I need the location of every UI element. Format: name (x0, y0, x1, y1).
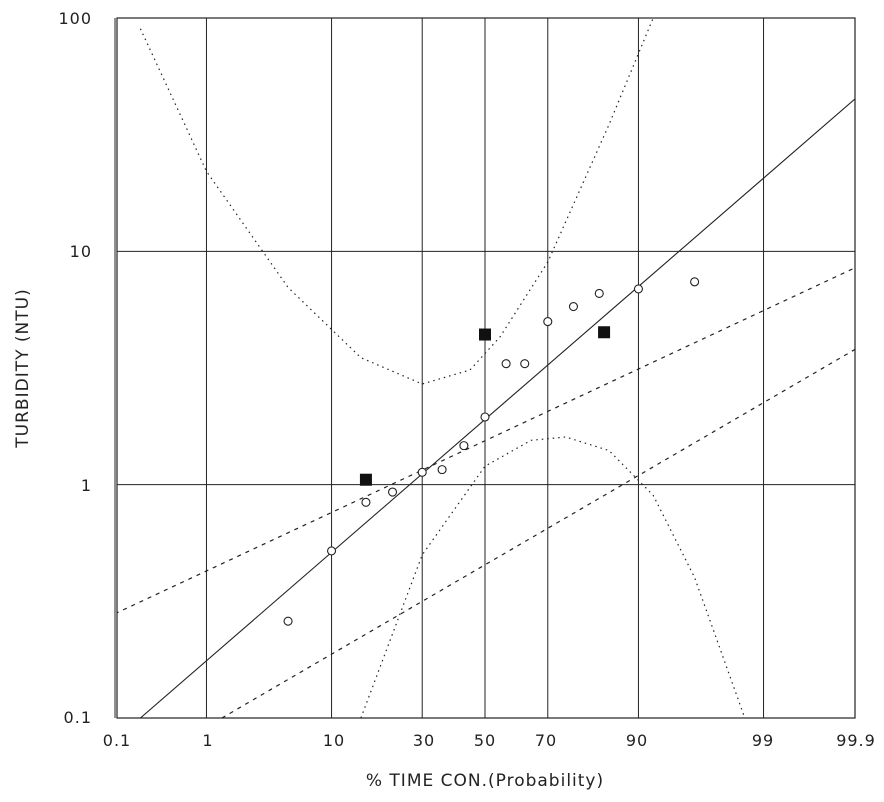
x-tick-label: 50 (474, 731, 496, 750)
data-point-circle (283, 616, 293, 626)
data-points (283, 277, 700, 626)
data-point-square (479, 328, 491, 341)
y-axis-title: TURBIDITY (NTU) (13, 288, 33, 448)
x-tick-label: 30 (413, 731, 435, 750)
solid-line (140, 98, 855, 718)
x-axis-title: % TIME CON.(Probability) (366, 771, 604, 791)
dashed-line (221, 348, 855, 718)
data-point-circle (327, 546, 337, 556)
data-point-circle (690, 277, 700, 287)
plot-border (116, 17, 856, 719)
data-point-circle (459, 441, 469, 451)
dotted-line (360, 436, 746, 718)
data-point-circle (501, 359, 511, 369)
x-tick-labels: 0.1 1 10 30 50 70 90 99 99.9 (103, 731, 876, 750)
dotted-line (139, 18, 654, 385)
data-point-circle (633, 284, 643, 294)
data-point-circle (417, 467, 427, 477)
x-tick-label: 70 (535, 731, 557, 750)
fit-lines (117, 18, 855, 718)
data-point-circle (520, 359, 530, 369)
y-tick-label: 100 (58, 9, 92, 28)
x-tick-label: 0.1 (103, 731, 131, 750)
data-point-circle (361, 497, 371, 507)
data-point-square (598, 326, 611, 339)
grid-lines (114, 17, 856, 719)
data-point-circle (387, 487, 398, 497)
y-tick-labels: 100 10 1 0.1 (58, 9, 92, 727)
data-point-circle (437, 465, 447, 475)
x-tick-label: 99 (752, 731, 774, 750)
x-tick-label: 10 (323, 731, 345, 750)
data-point-circle (568, 301, 579, 312)
y-tick-label: 0.1 (64, 708, 92, 727)
dashed-line (117, 267, 855, 614)
data-point-square (359, 473, 372, 486)
x-tick-label: 90 (626, 731, 648, 750)
y-tick-label: 10 (70, 242, 92, 261)
x-tick-label: 1 (202, 731, 213, 750)
data-point-circle (543, 317, 553, 327)
plot-frame (116, 17, 856, 719)
x-tick-label: 99.9 (836, 731, 876, 750)
y-tick-label: 1 (81, 476, 92, 495)
data-point-circle (594, 288, 604, 298)
data-point-circle (480, 412, 490, 422)
